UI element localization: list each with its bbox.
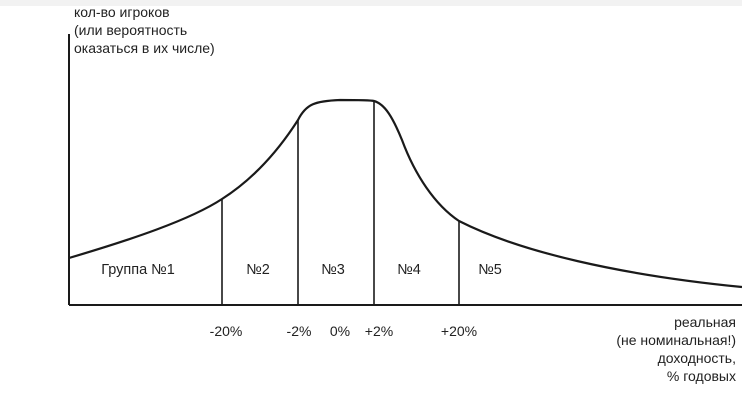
x-axis-label-line-2: (не номинальная!) [616,332,736,348]
tick-label-minus-2: -2% [287,323,312,339]
x-axis-label-line-3: доходность, [658,350,736,366]
y-axis-label-line-1: кол-во игроков [74,4,170,20]
tick-label-minus-20: -20% [210,323,243,339]
distribution-curve [68,98,742,289]
x-axis-label-line-1: реальная [674,314,736,330]
group-label-4: №4 [397,262,421,278]
tick-label-plus-2: +2% [365,323,393,339]
group-label-1: Группа №1 [101,262,175,278]
y-axis-label-line-3: оказаться в их числе) [74,40,215,56]
x-axis-label-line-4: % годовых [667,368,736,384]
tick-label-zero: 0% [330,323,350,339]
y-axis-label-line-2: (или вероятность [74,22,187,38]
group-label-2: №2 [246,262,270,278]
group-label-5: №5 [478,262,502,278]
tick-label-plus-20: +20% [441,323,477,339]
top-band [0,0,742,6]
group-label-3: №3 [321,262,345,278]
